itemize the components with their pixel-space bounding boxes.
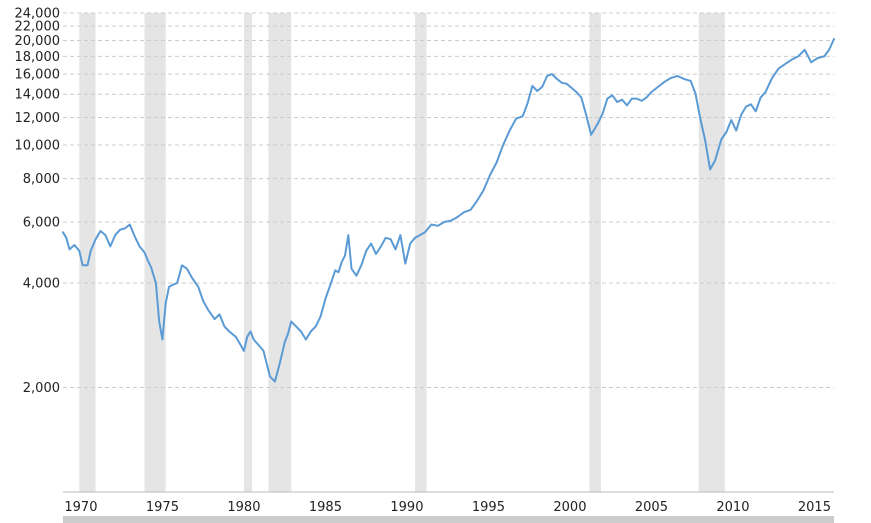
recession-band xyxy=(243,13,253,492)
y-tick-label: 22,000 xyxy=(15,20,61,35)
y-axis-tick-labels: 2,000 4,000 6,000 8,000 10,000 12,000 14,000 16… xyxy=(15,7,61,397)
y-tick-label: 20,000 xyxy=(15,34,61,49)
y-tick-label: 24,000 xyxy=(15,7,61,22)
y-tick-label: 6,000 xyxy=(23,215,60,230)
recession-band xyxy=(268,13,292,492)
y-tick-label: 10,000 xyxy=(15,138,61,153)
x-tick-label: 2015 xyxy=(798,500,831,515)
range-scrollbar-track[interactable] xyxy=(63,516,834,523)
x-tick-label: 1980 xyxy=(227,500,260,515)
y-tick-label: 14,000 xyxy=(15,88,61,103)
x-tick-label: 2005 xyxy=(635,500,668,515)
recession-band xyxy=(415,13,427,492)
recession-band xyxy=(144,13,166,492)
x-tick-label: 1970 xyxy=(64,500,97,515)
series-line xyxy=(62,38,835,383)
recession-bands xyxy=(79,13,725,492)
horizontal-gridlines xyxy=(63,12,834,493)
x-tick-label: 1995 xyxy=(472,500,505,515)
y-tick-label: 16,000 xyxy=(15,68,61,83)
recession-band xyxy=(589,13,601,492)
x-tick-label: 1975 xyxy=(146,500,179,515)
y-tick-label: 2,000 xyxy=(23,381,60,396)
x-tick-label: 2000 xyxy=(553,500,586,515)
y-tick-label: 12,000 xyxy=(15,111,61,126)
series-layer xyxy=(62,38,835,383)
x-axis-tick-labels: 1970 1975 1980 1985 1990 1995 2000 2005 2010 2015 xyxy=(64,500,831,515)
x-tick-label: 2010 xyxy=(716,500,749,515)
y-tick-label: 4,000 xyxy=(23,277,60,292)
x-tick-label: 1985 xyxy=(309,500,342,515)
recession-band xyxy=(79,13,96,492)
y-tick-label: 8,000 xyxy=(23,172,60,187)
recession-band xyxy=(698,13,725,492)
x-tick-label: 1990 xyxy=(390,500,423,515)
y-tick-label: 18,000 xyxy=(15,50,61,65)
